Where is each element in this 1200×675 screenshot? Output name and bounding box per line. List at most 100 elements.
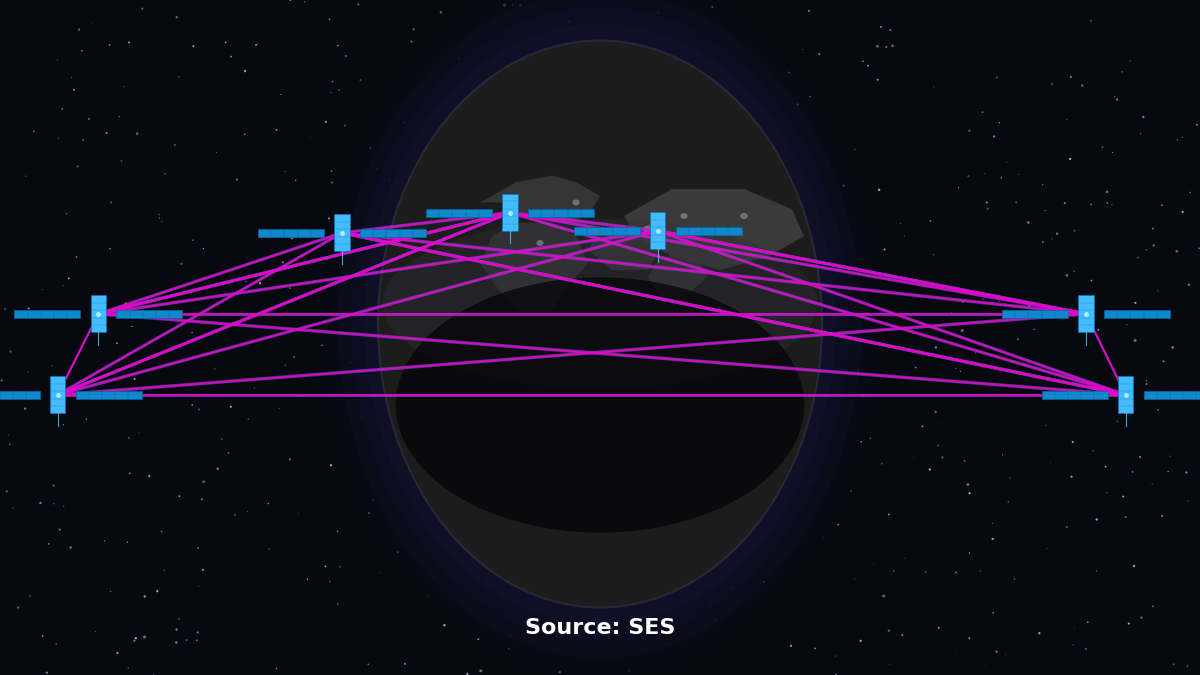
Point (1148, 286, 1168, 296)
Point (246, 40, 265, 51)
Point (990, 117, 1009, 128)
Point (926, 406, 946, 417)
Point (136, 632, 155, 643)
Point (17, 171, 36, 182)
Point (534, 195, 553, 206)
Point (992, 450, 1012, 460)
Point (702, 600, 721, 611)
Point (1132, 612, 1151, 623)
Point (444, 514, 463, 525)
Point (845, 144, 864, 155)
Point (119, 663, 138, 674)
Point (497, 578, 516, 589)
Point (1123, 466, 1142, 477)
Point (1097, 487, 1116, 498)
Point (245, 383, 264, 394)
Bar (76, 391, 142, 399)
Point (715, 210, 734, 221)
Point (763, 471, 782, 482)
Point (1057, 114, 1076, 125)
Point (73, 134, 92, 145)
Point (516, 292, 535, 302)
Point (946, 363, 965, 374)
Point (1064, 622, 1084, 632)
Point (1187, 119, 1200, 130)
Point (59, 273, 78, 284)
Point (530, 247, 550, 258)
Point (960, 126, 979, 136)
Point (983, 533, 1002, 544)
Point (319, 213, 338, 224)
Point (184, 40, 203, 51)
Point (596, 12, 616, 23)
Point (85, 626, 104, 637)
Point (284, 352, 304, 362)
Point (47, 639, 66, 649)
Point (402, 36, 421, 47)
Point (864, 559, 883, 570)
Point (271, 89, 290, 100)
Point (222, 51, 241, 62)
Point (868, 74, 887, 85)
Point (413, 321, 432, 332)
Point (274, 256, 293, 267)
Point (554, 626, 574, 637)
Point (494, 472, 514, 483)
Point (703, 1, 722, 12)
Point (827, 669, 846, 675)
Point (542, 502, 562, 512)
Point (1030, 628, 1049, 639)
Point (388, 547, 407, 558)
Point (929, 622, 948, 633)
Point (125, 635, 144, 646)
Point (619, 393, 638, 404)
Point (433, 244, 452, 255)
Point (95, 535, 114, 546)
Point (329, 40, 348, 51)
Point (593, 47, 612, 58)
Point (109, 111, 128, 122)
Point (721, 583, 740, 594)
Point (895, 231, 914, 242)
Point (379, 174, 398, 185)
Point (385, 177, 404, 188)
Point (8, 602, 28, 613)
Point (414, 229, 433, 240)
Point (1036, 205, 1055, 216)
Point (984, 131, 1003, 142)
Point (359, 659, 378, 670)
Point (40, 539, 59, 549)
Point (502, 595, 521, 606)
Point (361, 142, 380, 153)
Point (745, 280, 764, 291)
Point (640, 613, 659, 624)
Point (1, 346, 20, 357)
Point (998, 497, 1018, 508)
Point (966, 348, 985, 358)
Point (1103, 147, 1122, 158)
Ellipse shape (352, 7, 848, 641)
Point (606, 267, 625, 278)
Point (620, 92, 640, 103)
Point (34, 630, 53, 641)
Point (316, 561, 335, 572)
Point (251, 277, 270, 288)
Point (331, 562, 350, 572)
Point (688, 358, 707, 369)
Point (323, 76, 342, 87)
Point (960, 488, 979, 499)
Point (37, 668, 56, 675)
Ellipse shape (572, 200, 580, 206)
Point (637, 118, 656, 129)
Point (77, 414, 96, 425)
Point (328, 526, 347, 537)
Polygon shape (588, 230, 660, 270)
Point (148, 586, 167, 597)
Point (44, 480, 64, 491)
Point (1158, 466, 1177, 477)
Point (881, 24, 900, 35)
Point (904, 452, 923, 463)
Point (301, 132, 320, 143)
Point (632, 406, 652, 417)
Point (1098, 198, 1117, 209)
